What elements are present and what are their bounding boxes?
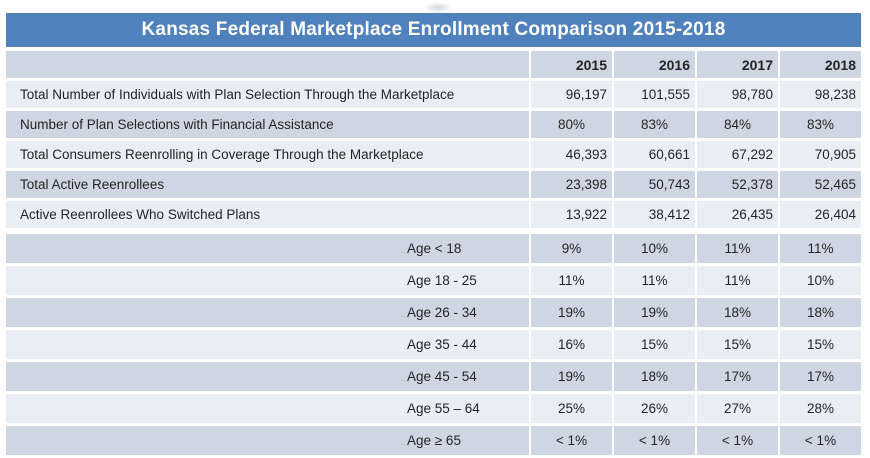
value-cell: 26,404	[780, 201, 861, 228]
value-cell: 26,435	[697, 201, 778, 228]
value-cell: 19%	[531, 362, 612, 391]
value-cell: 25%	[531, 394, 612, 423]
year-header-cell: 2015	[531, 51, 612, 78]
row-label: Total Active Reenrollees	[6, 171, 529, 198]
value-cell: 70,905	[780, 141, 861, 168]
row-label: Total Consumers Reenrolling in Coverage …	[6, 141, 529, 168]
value-cell: 11%	[697, 234, 778, 263]
table-row: Number of Plan Selections with Financial…	[6, 111, 861, 138]
row-label: Age ≥ 65	[6, 426, 529, 455]
value-cell: 9%	[531, 234, 612, 263]
value-cell: < 1%	[614, 426, 695, 455]
value-cell: 38,412	[614, 201, 695, 228]
table-title: Kansas Federal Marketplace Enrollment Co…	[6, 13, 861, 47]
table-row: Total Consumers Reenrolling in Coverage …	[6, 141, 861, 168]
row-label: Age 35 - 44	[6, 330, 529, 359]
year-header-cell: 2018	[780, 51, 861, 78]
value-cell: 26%	[614, 394, 695, 423]
value-cell: 19%	[531, 298, 612, 327]
table-row: Age ≥ 65 < 1% < 1% < 1% < 1%	[6, 426, 861, 455]
value-cell: 18%	[780, 298, 861, 327]
table-row: Total Active Reenrollees 23,398 50,743 52,3…	[6, 171, 861, 198]
value-cell: 18%	[697, 298, 778, 327]
value-cell: < 1%	[697, 426, 778, 455]
row-label: Age 26 - 34	[6, 298, 529, 327]
table-row: Age < 18 9% 10% 11% 11%	[6, 234, 861, 263]
year-header-row: 2015 2016 2017 2018	[6, 51, 861, 78]
year-header-cell: 2017	[697, 51, 778, 78]
value-cell: 52,378	[697, 171, 778, 198]
value-cell: 10%	[614, 234, 695, 263]
value-cell: 101,555	[614, 81, 695, 108]
row-label: Total Number of Individuals with Plan Se…	[6, 81, 529, 108]
value-cell: 84%	[697, 111, 778, 138]
value-cell: 98,780	[697, 81, 778, 108]
value-cell: 80%	[531, 111, 612, 138]
value-cell: < 1%	[780, 426, 861, 455]
value-cell: 46,393	[531, 141, 612, 168]
value-cell: 67,292	[697, 141, 778, 168]
table-row: Age 55 – 64 25% 26% 27% 28%	[6, 394, 861, 423]
value-cell: 15%	[697, 330, 778, 359]
value-cell: 18%	[614, 362, 695, 391]
value-cell: 16%	[531, 330, 612, 359]
value-cell: < 1%	[531, 426, 612, 455]
row-label: Age 55 – 64	[6, 394, 529, 423]
year-header-spacer	[6, 51, 529, 78]
value-cell: 11%	[697, 266, 778, 295]
smudge-artifact	[423, 2, 453, 13]
value-cell: 10%	[780, 266, 861, 295]
row-label: Age 18 - 25	[6, 266, 529, 295]
value-cell: 15%	[614, 330, 695, 359]
value-cell: 28%	[780, 394, 861, 423]
value-cell: 60,661	[614, 141, 695, 168]
enrollment-table: Kansas Federal Marketplace Enrollment Co…	[6, 13, 861, 458]
row-label: Age < 18	[6, 234, 529, 263]
value-cell: 19%	[614, 298, 695, 327]
table-row: Active Reenrollees Who Switched Plans 13,…	[6, 201, 861, 228]
row-label: Age 45 - 54	[6, 362, 529, 391]
value-cell: 27%	[697, 394, 778, 423]
value-cell: 11%	[531, 266, 612, 295]
value-cell: 50,743	[614, 171, 695, 198]
value-cell: 83%	[780, 111, 861, 138]
year-header-cell: 2016	[614, 51, 695, 78]
row-label: Active Reenrollees Who Switched Plans	[6, 201, 529, 228]
value-cell: 23,398	[531, 171, 612, 198]
table-row: Age 35 - 44 16% 15% 15% 15%	[6, 330, 861, 359]
value-cell: 11%	[614, 266, 695, 295]
value-cell: 96,197	[531, 81, 612, 108]
value-cell: 17%	[780, 362, 861, 391]
value-cell: 83%	[614, 111, 695, 138]
value-cell: 17%	[697, 362, 778, 391]
value-cell: 52,465	[780, 171, 861, 198]
table-row: Age 45 - 54 19% 18% 17% 17%	[6, 362, 861, 391]
table-row: Age 26 - 34 19% 19% 18% 18%	[6, 298, 861, 327]
value-cell: 13,922	[531, 201, 612, 228]
row-label: Number of Plan Selections with Financial…	[6, 111, 529, 138]
value-cell: 98,238	[780, 81, 861, 108]
value-cell: 15%	[780, 330, 861, 359]
value-cell: 11%	[780, 234, 861, 263]
table-row: Total Number of Individuals with Plan Se…	[6, 81, 861, 108]
table-row: Age 18 - 25 11% 11% 11% 10%	[6, 266, 861, 295]
